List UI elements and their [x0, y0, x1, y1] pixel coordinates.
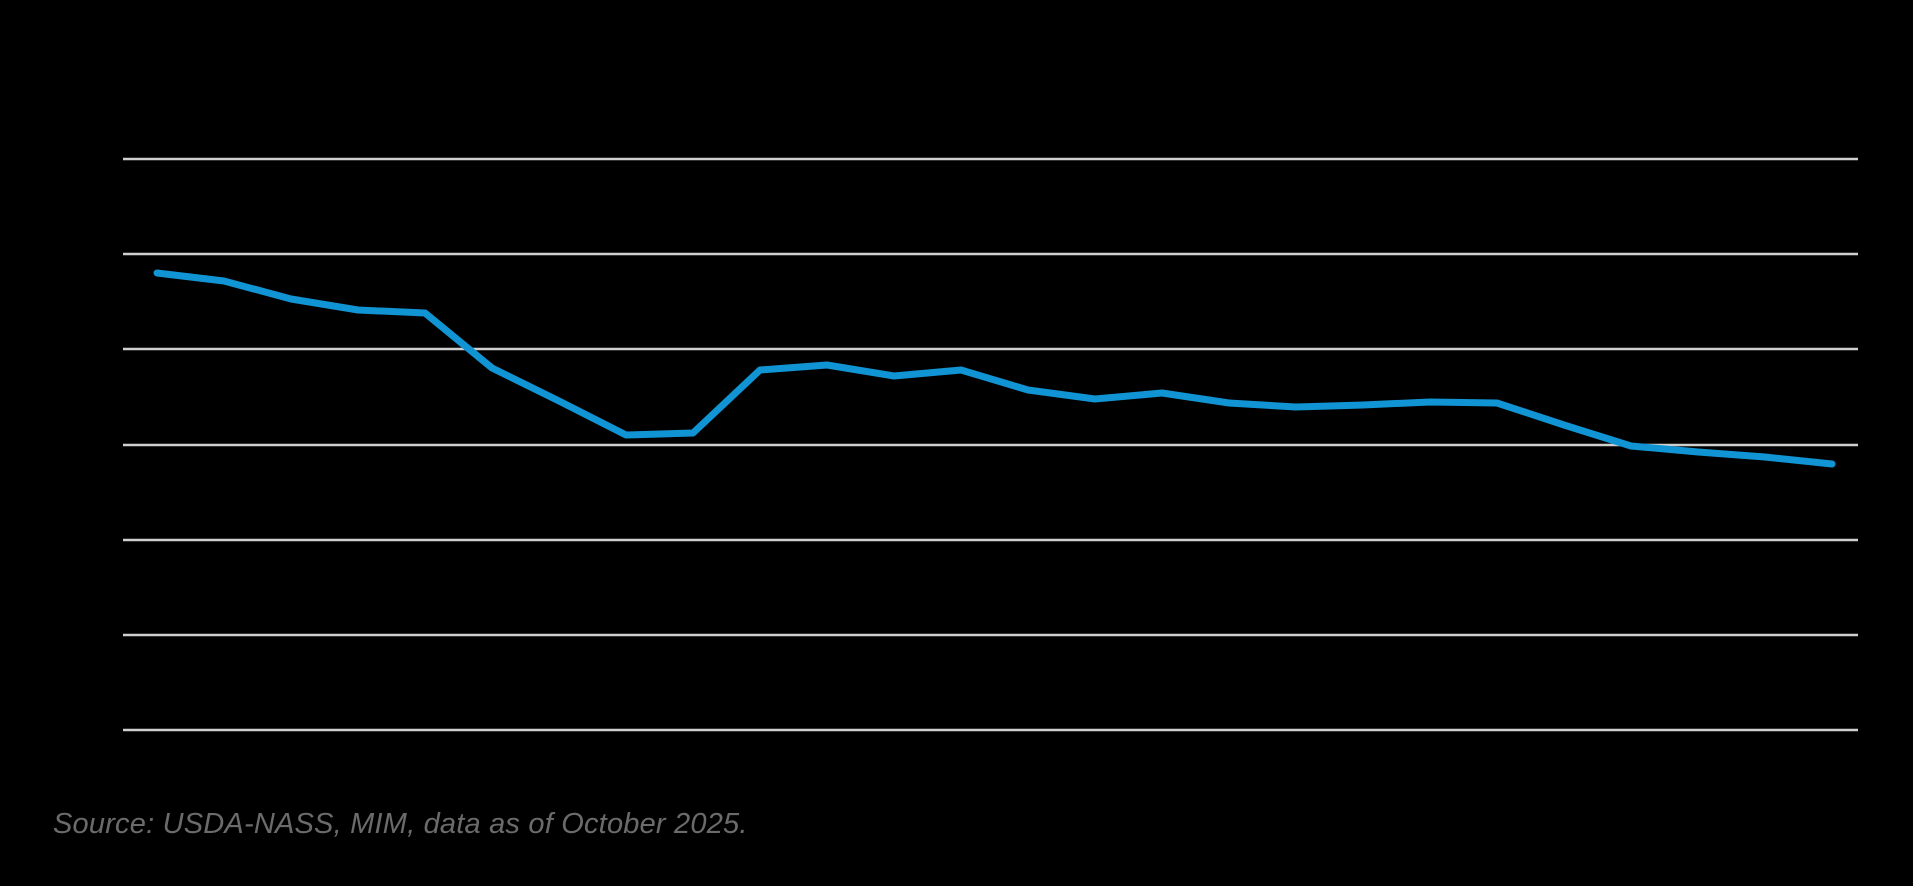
- source-note: Source: USDA-NASS, MIM, data as of Octob…: [53, 808, 748, 840]
- data-series-line: [153, 269, 1836, 468]
- gridlines: [123, 157, 1858, 732]
